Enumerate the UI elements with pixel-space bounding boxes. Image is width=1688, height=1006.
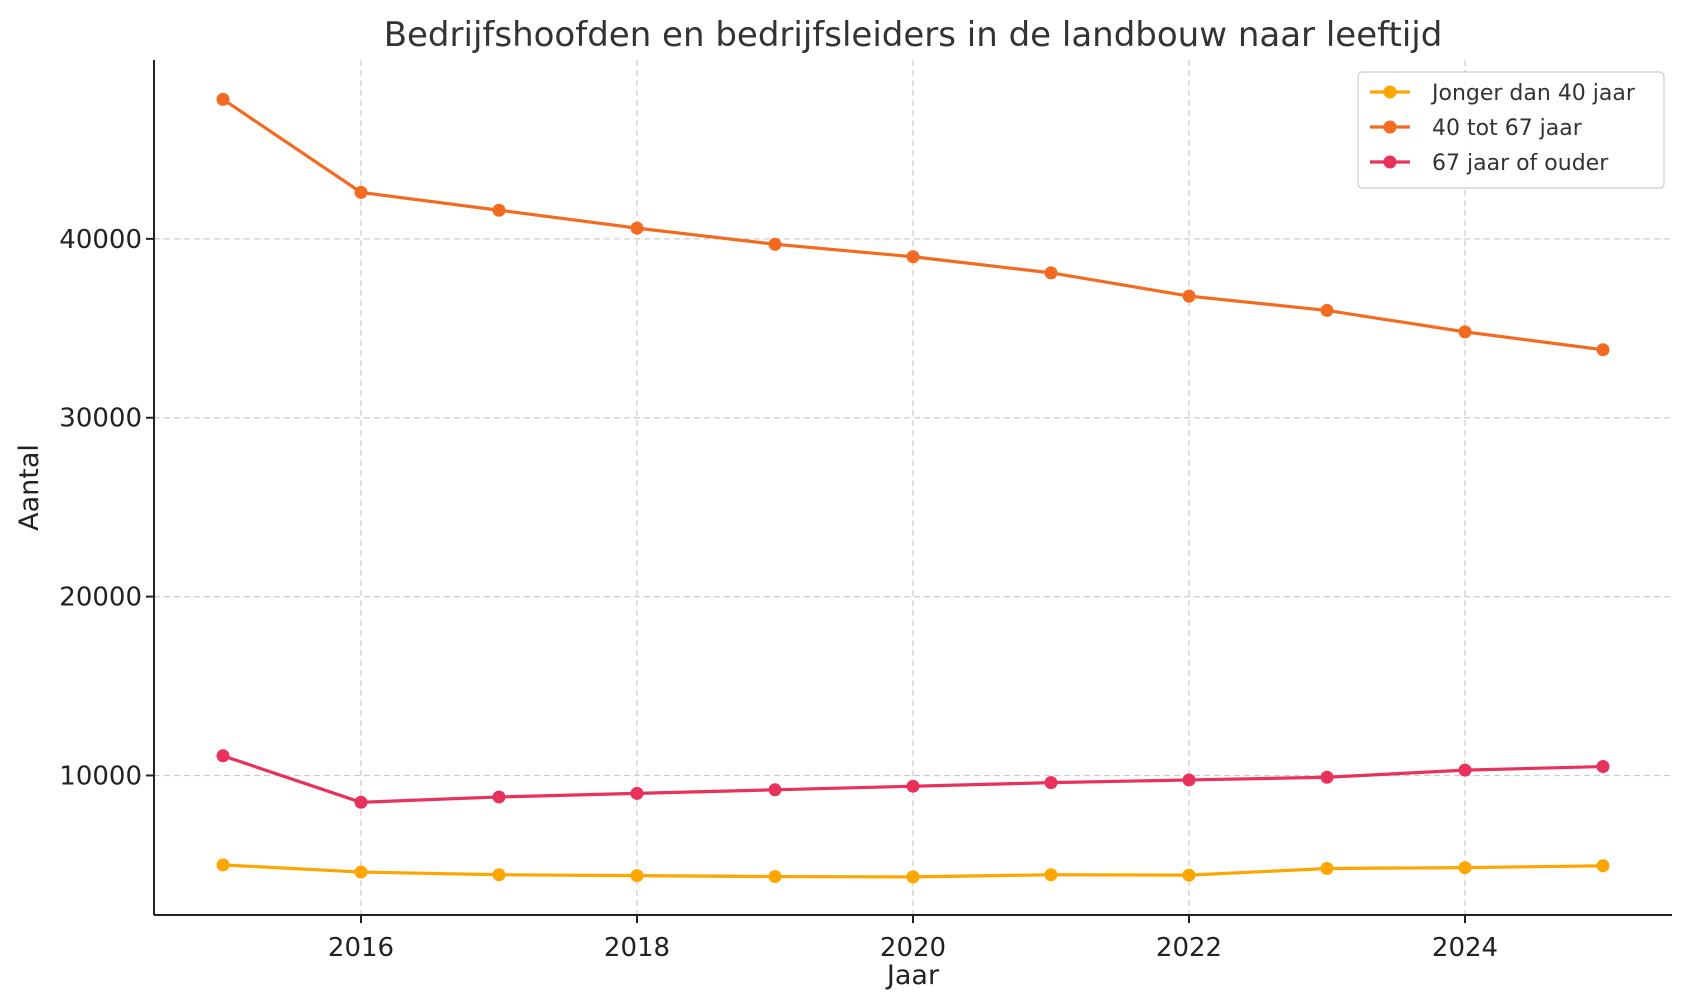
data-point <box>492 868 506 882</box>
series-group <box>216 749 1610 809</box>
x-axis-label: Jaar <box>885 960 940 991</box>
data-point <box>630 786 644 800</box>
data-point <box>1182 868 1196 882</box>
data-point <box>1320 303 1334 317</box>
x-tick-label: 2016 <box>328 933 394 963</box>
y-tick-label: 20000 <box>59 583 142 613</box>
x-tick-label: 2024 <box>1432 933 1498 963</box>
legend-swatch-marker <box>1383 85 1397 99</box>
x-tick-label: 2020 <box>880 933 946 963</box>
data-point <box>492 203 506 217</box>
legend-swatch-marker <box>1383 120 1397 134</box>
data-point <box>1320 770 1334 784</box>
data-point <box>216 92 230 106</box>
series-group <box>216 858 1610 884</box>
legend-label: 40 tot 67 jaar <box>1432 116 1583 141</box>
data-point <box>1182 289 1196 303</box>
data-point <box>216 858 230 872</box>
data-point <box>1596 760 1610 774</box>
data-point <box>1320 861 1334 875</box>
tick-labels: 2016 2018 2020 2022 2024 10000 20000 30000 40000 <box>59 225 1498 963</box>
y-tick-label: 30000 <box>59 404 142 434</box>
data-point <box>630 869 644 883</box>
data-point <box>630 221 644 235</box>
chart-title: Bedrijfshoofden en bedrijfsleiders in de… <box>384 15 1443 55</box>
data-point <box>1044 868 1058 882</box>
data-point <box>354 865 368 879</box>
data-point <box>768 237 782 251</box>
data-point <box>216 749 230 763</box>
x-tick-label: 2022 <box>1156 933 1222 963</box>
data-point <box>1458 861 1472 875</box>
x-tick-label: 2018 <box>604 933 670 963</box>
legend-label: 67 jaar of ouder <box>1432 151 1609 176</box>
data-point <box>906 250 920 264</box>
data-point <box>906 870 920 884</box>
data-point <box>492 790 506 804</box>
series-lines <box>216 92 1610 884</box>
data-point <box>354 795 368 809</box>
legend-swatch-marker <box>1383 155 1397 169</box>
data-point <box>768 783 782 797</box>
data-point <box>768 870 782 884</box>
data-point <box>1182 773 1196 787</box>
legend-label: Jonger dan 40 jaar <box>1430 81 1636 106</box>
data-point <box>1044 266 1058 280</box>
data-point <box>1458 325 1472 339</box>
data-point <box>354 185 368 199</box>
legend-box <box>1357 71 1665 189</box>
series-group <box>216 92 1610 357</box>
data-point <box>906 779 920 793</box>
legend: Jonger dan 40 jaar 40 tot 67 jaar 67 jaar … <box>1357 71 1665 189</box>
data-point <box>1044 776 1058 790</box>
data-point <box>1458 763 1472 777</box>
data-point <box>1596 859 1610 873</box>
y-tick-label: 40000 <box>59 225 142 255</box>
y-tick-label: 10000 <box>59 761 142 791</box>
y-axis-label: Aantal <box>14 444 45 531</box>
data-point <box>1596 343 1610 357</box>
